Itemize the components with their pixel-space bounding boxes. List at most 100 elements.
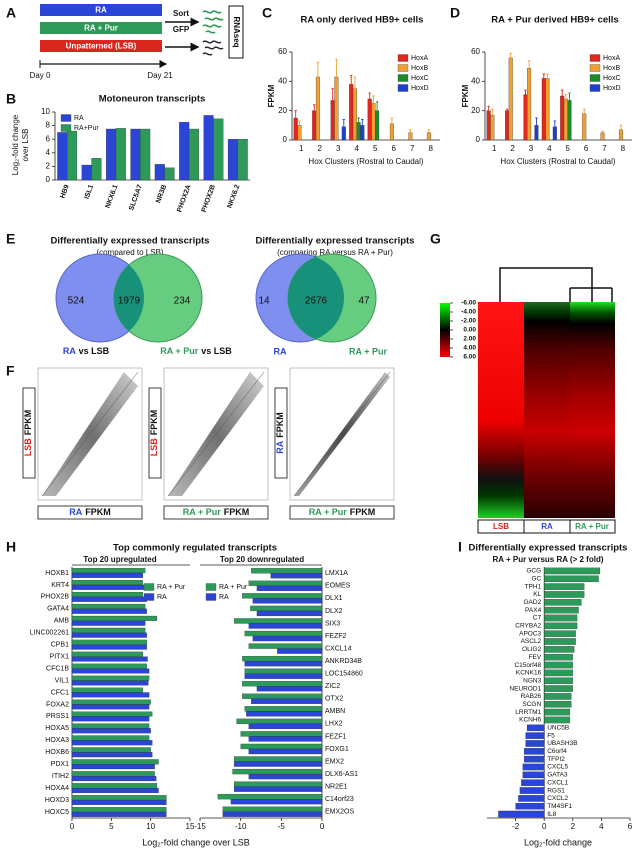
x-tick-label: 4 xyxy=(547,144,552,153)
error-bar xyxy=(342,119,346,127)
error-bar xyxy=(298,120,301,126)
y-tick-label: APOC3 xyxy=(519,630,541,637)
bar xyxy=(227,139,238,181)
assay-box xyxy=(228,5,244,59)
bar xyxy=(71,596,147,602)
legend-swatch xyxy=(143,593,155,601)
panel-g: LSB RA RA + Pur xyxy=(440,267,616,534)
key-label: -2.00 xyxy=(461,318,476,325)
bar xyxy=(71,627,146,633)
venn-count: 14 xyxy=(258,296,270,307)
dendrogram xyxy=(499,267,613,302)
bar xyxy=(217,794,323,800)
bar xyxy=(57,132,68,181)
bar xyxy=(252,635,323,642)
y-axis-label: RA FPKM xyxy=(275,412,285,454)
bar xyxy=(71,711,153,717)
error-bar xyxy=(535,117,538,126)
y-tick-label: GATA4 xyxy=(47,606,69,613)
x-tick-label: 8 xyxy=(429,144,434,153)
bar xyxy=(523,94,528,141)
bar xyxy=(67,130,78,181)
error-bar xyxy=(368,92,371,99)
column-label: RA + Pur xyxy=(575,522,609,531)
y-tick-label: IL8 xyxy=(547,811,556,818)
bar xyxy=(544,583,585,590)
legend-swatch xyxy=(589,54,601,62)
error-bar xyxy=(583,108,586,114)
legend-label: HoxB xyxy=(411,65,428,72)
legend-swatch xyxy=(589,84,601,92)
chart-title: RA + Pur derived HB9+ cells xyxy=(491,15,618,26)
y-tick-label: PHOX2B xyxy=(41,594,70,601)
bar xyxy=(518,795,545,802)
x-tick-label: 0 xyxy=(320,822,325,831)
label-part: RA + Pur xyxy=(183,507,221,517)
x-tick-label: 6 xyxy=(584,144,589,153)
bar xyxy=(524,748,545,755)
x-tick-label: 6 xyxy=(392,144,397,153)
bar xyxy=(244,661,323,667)
bar xyxy=(130,128,141,181)
identity-line xyxy=(41,371,139,497)
bar xyxy=(498,810,545,818)
label-box xyxy=(289,505,395,520)
venn-title: Differentially expressed transcripts xyxy=(256,236,415,247)
legend-label: RA + Pur xyxy=(219,584,248,591)
label-unit: FPKM xyxy=(275,412,285,438)
y-tick-label: FEZF1 xyxy=(325,733,346,740)
y-axis-label: LSB FPKM xyxy=(149,410,159,457)
bar xyxy=(544,630,576,637)
bar xyxy=(232,768,323,775)
bar xyxy=(71,799,167,805)
legend-swatch xyxy=(397,84,409,92)
y-tick-label: KL xyxy=(533,591,541,598)
y-tick-label: CFC1B xyxy=(46,665,69,672)
y-tick-label: GC xyxy=(531,575,541,582)
label-unit: FPKM xyxy=(224,507,250,517)
bar xyxy=(81,164,92,181)
y-tick-label: C7 xyxy=(533,615,542,622)
legend-label: RA xyxy=(74,115,84,122)
label-box xyxy=(163,505,269,520)
venn-title: Differentially expressed transcripts xyxy=(51,236,210,247)
venn-subtitle: (comparing RA versus RA + Pur) xyxy=(277,248,393,257)
label-part: LSB xyxy=(23,438,33,457)
bar xyxy=(240,743,323,750)
bar xyxy=(389,123,394,141)
bar xyxy=(71,771,155,777)
key-label: 4.00 xyxy=(463,345,476,352)
bar xyxy=(544,606,579,614)
y-tick-label: DLX6-AS1 xyxy=(325,771,358,778)
venn-set-label: RA xyxy=(274,346,287,356)
bar xyxy=(312,110,317,141)
y-axis-label: FPKM xyxy=(461,84,470,107)
bar xyxy=(234,756,323,762)
legend-label: HoxD xyxy=(603,85,621,92)
bar xyxy=(505,110,510,141)
y-tick-label: ANKRD34B xyxy=(325,658,362,665)
x-tick-label: 10 xyxy=(146,822,155,831)
bar xyxy=(242,655,323,662)
y-tick-label: FEZF2 xyxy=(325,633,346,640)
bar xyxy=(490,114,495,141)
y-tick-label: C15orf48 xyxy=(514,662,541,669)
error-bar xyxy=(331,88,334,101)
y-tick-label: PITX1 xyxy=(50,653,70,660)
y-tick-label: NGN3 xyxy=(523,677,541,684)
label-part: RA xyxy=(69,507,82,517)
panel-label: I xyxy=(458,539,462,555)
bar xyxy=(248,773,323,780)
y-tick-label: DLX2 xyxy=(325,608,343,615)
panel-label: A xyxy=(6,5,16,21)
bar xyxy=(213,118,224,181)
key-label: 6.00 xyxy=(463,354,476,361)
y-tick-label: 10 xyxy=(41,107,50,116)
cell-icons xyxy=(202,10,224,34)
heatmap-column xyxy=(524,302,570,518)
y-tick-label: LOC154860 xyxy=(325,671,363,678)
bar xyxy=(248,580,323,586)
x-tick-label: 6 xyxy=(628,822,633,831)
bar xyxy=(408,132,413,141)
y-tick-label: KCNK16 xyxy=(516,670,542,677)
